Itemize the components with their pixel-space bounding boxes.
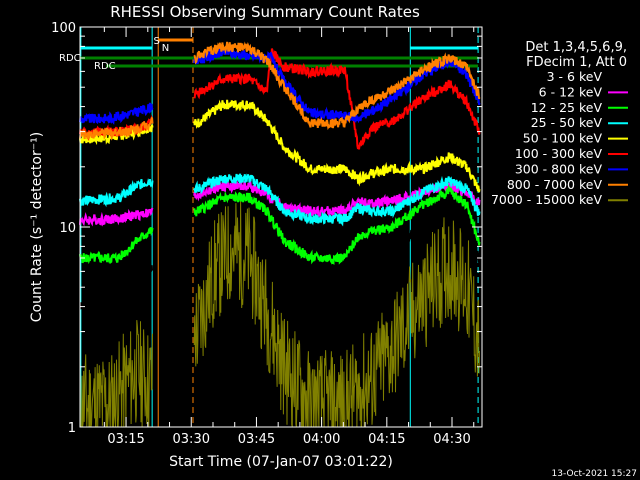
- legend-entry-label: 50 - 100 keV: [523, 131, 603, 146]
- series-line: [79, 41, 481, 141]
- x-tick-label: 04:30: [433, 432, 470, 447]
- series-line: [79, 178, 481, 227]
- legend-entry-label: 3 - 6 keV: [547, 69, 603, 84]
- axes: 1 10 100 03:15 03:30 03:45 04:00 04:15 04:30: [51, 21, 482, 447]
- x-tick-label: 04:15: [368, 432, 405, 447]
- x-axis-label: Start Time (07-Jan-07 03:01:22): [169, 454, 393, 470]
- legend-entry-label: 7000 - 15000 keV: [491, 192, 602, 207]
- timestamp: 13-Oct-2021 15:27: [552, 469, 637, 479]
- legend-entry-label: 6 - 12 keV: [539, 84, 603, 99]
- x-tick-label: 04:00: [303, 432, 340, 447]
- legend-entry-label: 12 - 25 keV: [531, 100, 603, 115]
- y-axis-label: Count Rate (s⁻¹ detector⁻¹): [29, 132, 45, 322]
- saa-label: S: [153, 36, 159, 47]
- night-label: N: [162, 43, 169, 54]
- series-line: [79, 46, 481, 125]
- legend-entry-label: 25 - 50 keV: [531, 115, 603, 130]
- series-line: [79, 173, 481, 227]
- legend-entry-label: 300 - 800 keV: [515, 161, 603, 176]
- y-tick-label: 100: [51, 21, 76, 36]
- legend-entry-label: 800 - 7000 keV: [507, 177, 603, 192]
- y-tick-label: 10: [59, 221, 76, 236]
- legend-entry-label: 100 - 300 keV: [515, 146, 603, 161]
- x-tick-label: 03:30: [173, 432, 210, 447]
- series-line: [79, 183, 481, 266]
- series-line: [79, 99, 481, 193]
- series-line: [79, 201, 480, 428]
- legend: Det 1,3,4,5,6,9, FDecim 1, Att 0 3 - 6 k…: [491, 40, 628, 207]
- chart-title: RHESSI Observing Summary Count Rates: [110, 3, 420, 21]
- legend-header-line-2: FDecim 1, Att 0: [526, 55, 627, 70]
- x-tick-label: 03:45: [238, 432, 275, 447]
- x-tick-label: 03:15: [107, 432, 144, 447]
- series-layer: [79, 41, 481, 428]
- legend-header-line-1: Det 1,3,4,5,6,9,: [525, 40, 627, 55]
- y-tick-label: 1: [68, 421, 76, 436]
- rdc-label-2: RDC: [94, 61, 116, 72]
- rdc-label-1: RDC: [59, 53, 81, 64]
